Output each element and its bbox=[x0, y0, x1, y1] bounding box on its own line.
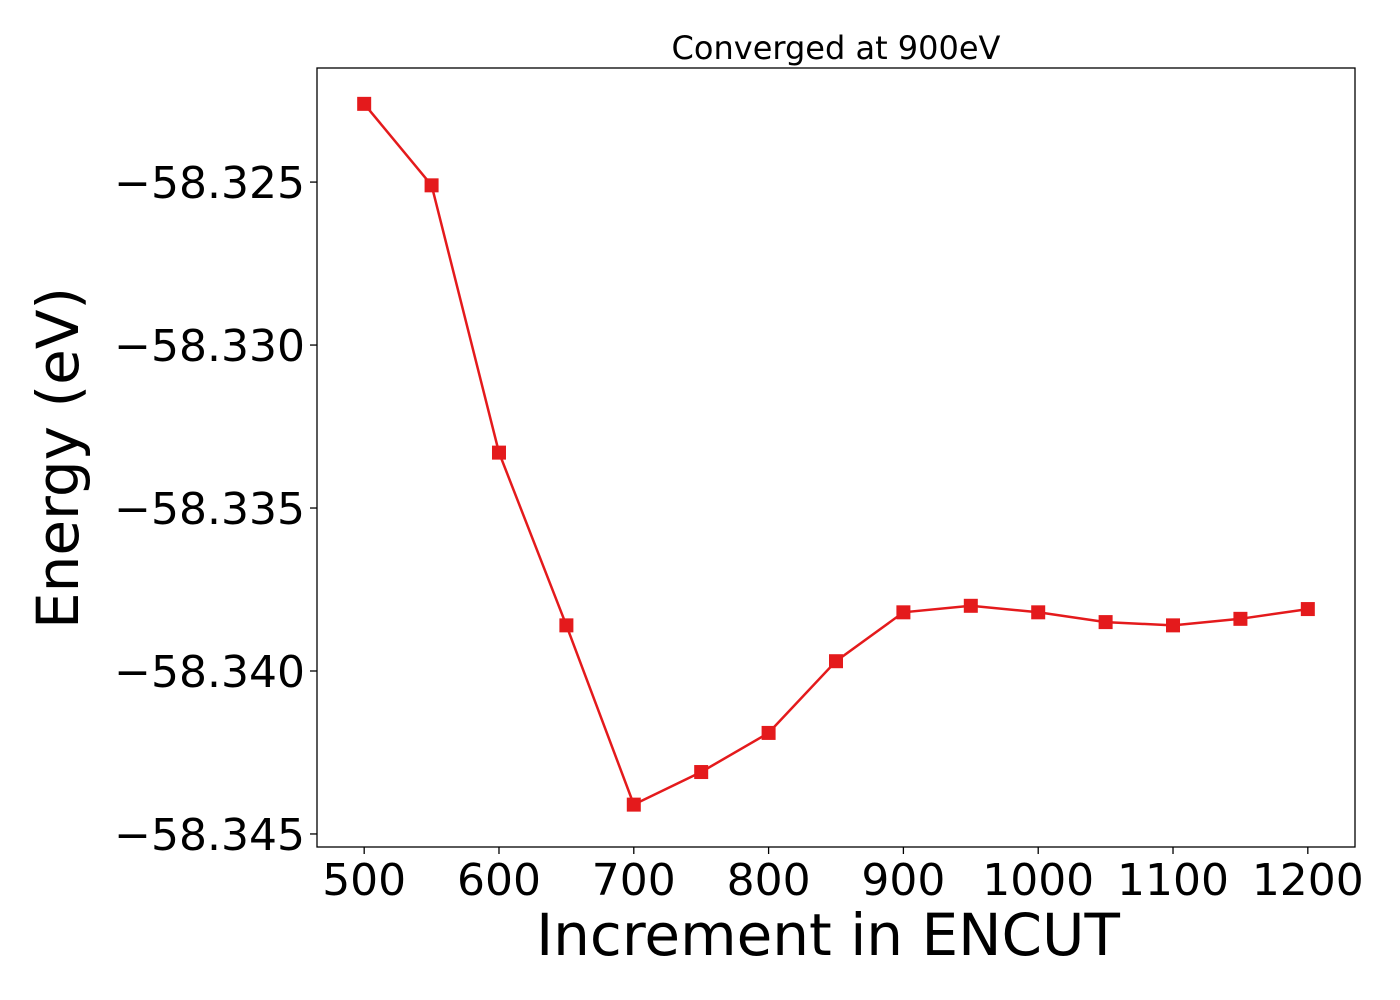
y-tick-label: −58.330 bbox=[114, 321, 305, 372]
data-point-marker bbox=[1098, 615, 1113, 630]
data-point-marker bbox=[761, 725, 776, 740]
data-point-marker bbox=[559, 618, 574, 633]
data-point-marker bbox=[1031, 605, 1046, 620]
data-point-marker bbox=[963, 598, 978, 613]
plot-series bbox=[357, 96, 1315, 812]
y-tick-label: −58.340 bbox=[114, 647, 305, 698]
plot-area-frame bbox=[316, 67, 1356, 848]
data-point-marker bbox=[357, 96, 372, 111]
data-point-marker bbox=[626, 797, 641, 812]
y-tick-label: −58.335 bbox=[114, 484, 305, 535]
x-axis-label: Increment in ENCUT bbox=[536, 901, 1120, 969]
y-tick-label: −58.325 bbox=[114, 158, 305, 209]
y-axis: −58.325 −58.330 −58.335 −58.340 −58.345 bbox=[114, 158, 317, 861]
x-tick-label: 800 bbox=[727, 855, 811, 906]
x-tick-label: 1100 bbox=[1117, 855, 1229, 906]
x-tick-label: 600 bbox=[457, 855, 541, 906]
data-point-marker bbox=[491, 445, 506, 460]
y-tick-label: −58.345 bbox=[114, 810, 305, 861]
x-tick-label: 500 bbox=[322, 855, 406, 906]
x-tick-label: 700 bbox=[592, 855, 676, 906]
data-point-marker bbox=[1166, 618, 1181, 633]
x-axis: 500 600 700 800 900 1000 1100 1200 bbox=[322, 847, 1364, 906]
y-axis-label: Energy (eV) bbox=[24, 287, 92, 629]
data-point-marker bbox=[424, 178, 439, 193]
x-tick-label: 900 bbox=[861, 855, 945, 906]
chart-title: Converged at 900eV bbox=[672, 29, 1001, 67]
x-tick-label: 1000 bbox=[982, 855, 1094, 906]
data-point-marker bbox=[1300, 602, 1315, 617]
x-tick-label: 1200 bbox=[1252, 855, 1364, 906]
data-point-marker bbox=[1233, 611, 1248, 626]
data-point-marker bbox=[829, 654, 843, 669]
data-point-marker bbox=[896, 605, 911, 620]
data-point-marker bbox=[694, 765, 709, 780]
